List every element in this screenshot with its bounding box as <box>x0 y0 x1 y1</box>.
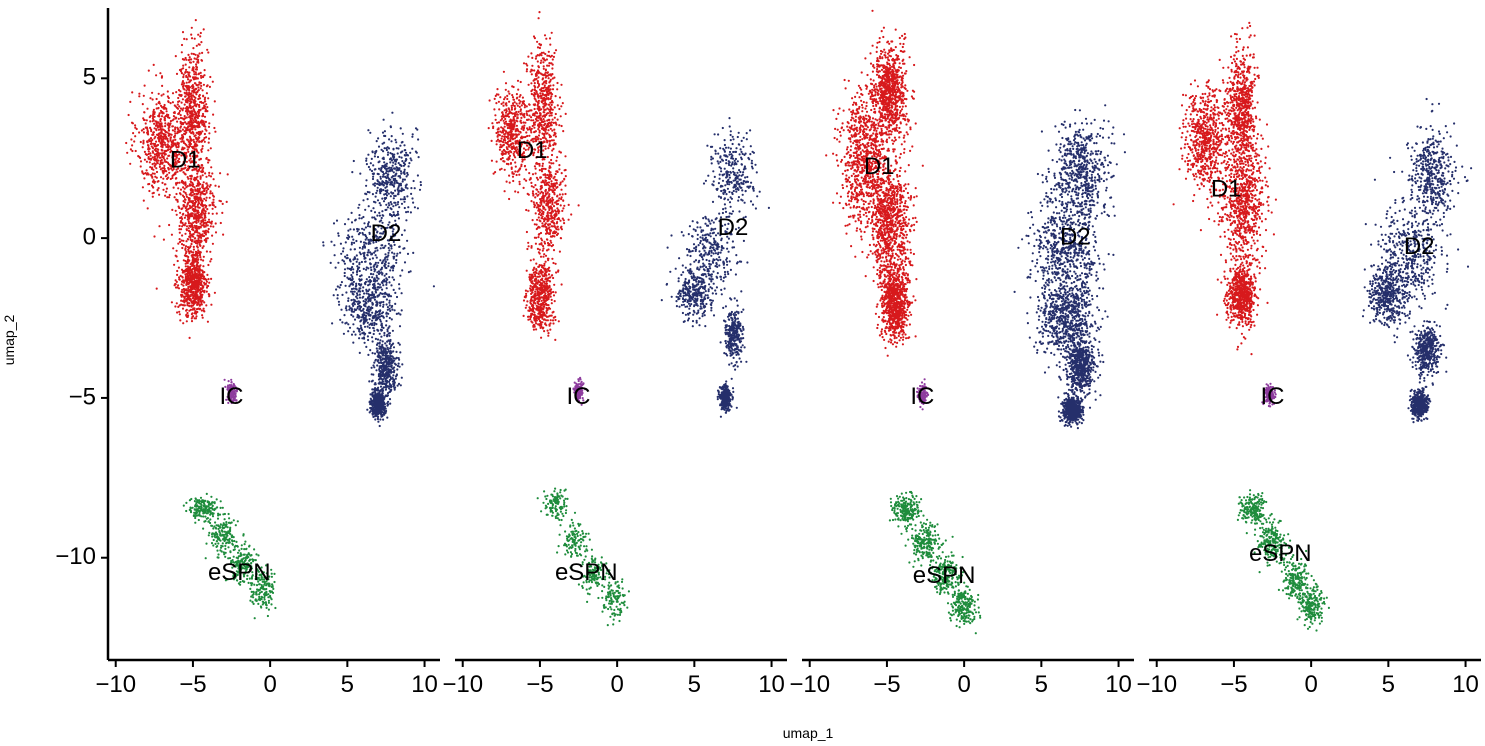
x-tick-label: 10 <box>411 671 438 698</box>
cluster-label-d1-panel-4: D1 <box>1211 176 1242 203</box>
points-layer <box>125 9 1473 635</box>
y-tick-label: 5 <box>83 64 96 91</box>
cluster-label-espn-panel-4: eSPN <box>1249 540 1312 567</box>
points-espn-panel-4 <box>1236 489 1331 632</box>
points-ic-panel-4 <box>1261 382 1277 408</box>
cluster-label-d2-panel-1: D2 <box>371 220 402 247</box>
points-espn-panel-2 <box>536 487 631 627</box>
points-d2-panel-2 <box>660 117 771 418</box>
y-tick-label: −10 <box>55 543 96 570</box>
points-d1-panel-4 <box>1172 21 1278 356</box>
cluster-label-d1-panel-3: D1 <box>864 153 895 180</box>
points-d1-panel-3 <box>825 9 924 357</box>
cluster-label-espn-panel-1: eSPN <box>208 559 271 586</box>
points-ic-panel-3 <box>915 378 930 411</box>
points-espn-panel-1 <box>182 492 277 620</box>
y-tick-label: 0 <box>83 223 96 250</box>
x-tick-label: 0 <box>263 671 276 698</box>
x-tick-label: 5 <box>688 671 701 698</box>
points-d1-panel-1 <box>125 19 229 339</box>
x-tick-label: 0 <box>610 671 623 698</box>
cluster-label-d1-panel-1: D1 <box>170 147 201 174</box>
cluster-label-ic-panel-4: IC <box>1261 383 1285 410</box>
cluster-label-ic-panel-2: IC <box>567 383 591 410</box>
cluster-label-d2-panel-2: D2 <box>718 214 749 241</box>
x-tick-label: −5 <box>179 671 206 698</box>
cluster-label-ic-panel-1: IC <box>220 383 244 410</box>
y-tick-label: −5 <box>69 383 96 410</box>
x-tick-label: −10 <box>442 671 483 698</box>
x-tick-label: −10 <box>789 671 830 698</box>
cluster-label-d1-panel-2: D1 <box>517 137 548 164</box>
x-tick-label: 5 <box>341 671 354 698</box>
x-axis-label: umap_1 <box>783 725 834 741</box>
points-d1-panel-2 <box>487 11 580 341</box>
x-tick-label: 5 <box>1382 671 1395 698</box>
points-d2-panel-4 <box>1361 97 1473 424</box>
points-d2-panel-3 <box>1013 104 1127 430</box>
x-tick-label: −5 <box>526 671 553 698</box>
x-tick-label: −5 <box>873 671 900 698</box>
cluster-label-espn-panel-2: eSPN <box>555 559 618 586</box>
axes-layer: 50−5−10−10 −5 0 5 10 −10 −5 0 5 10 −10 −5 0 5 10 −10 −5 0… <box>55 8 1481 698</box>
x-tick-label: 0 <box>957 671 970 698</box>
y-axis-label: umap_2 <box>1 314 17 365</box>
cluster-label-d2-panel-3: D2 <box>1060 223 1091 250</box>
x-tick-label: 10 <box>758 671 785 698</box>
points-espn-panel-3 <box>888 490 982 635</box>
points-d2-panel-1 <box>322 111 436 428</box>
cluster-label-ic-panel-3: IC <box>910 383 934 410</box>
x-tick-label: −10 <box>95 671 136 698</box>
points-ic-panel-1 <box>223 378 239 405</box>
labels-layer: D1 D2 IC eSPN D1 D2 IC eSPN D1 D2 IC eSPN D1 D2 IC eSPN <box>170 137 1435 589</box>
points-ic-panel-2 <box>572 376 587 406</box>
x-tick-label: 10 <box>1105 671 1132 698</box>
x-tick-label: 5 <box>1035 671 1048 698</box>
x-tick-label: −10 <box>1136 671 1177 698</box>
cluster-label-d2-panel-4: D2 <box>1404 233 1435 260</box>
x-tick-label: 0 <box>1304 671 1317 698</box>
x-tick-label: −5 <box>1220 671 1247 698</box>
cluster-label-espn-panel-3: eSPN <box>913 562 976 589</box>
x-tick-label: 10 <box>1452 671 1479 698</box>
